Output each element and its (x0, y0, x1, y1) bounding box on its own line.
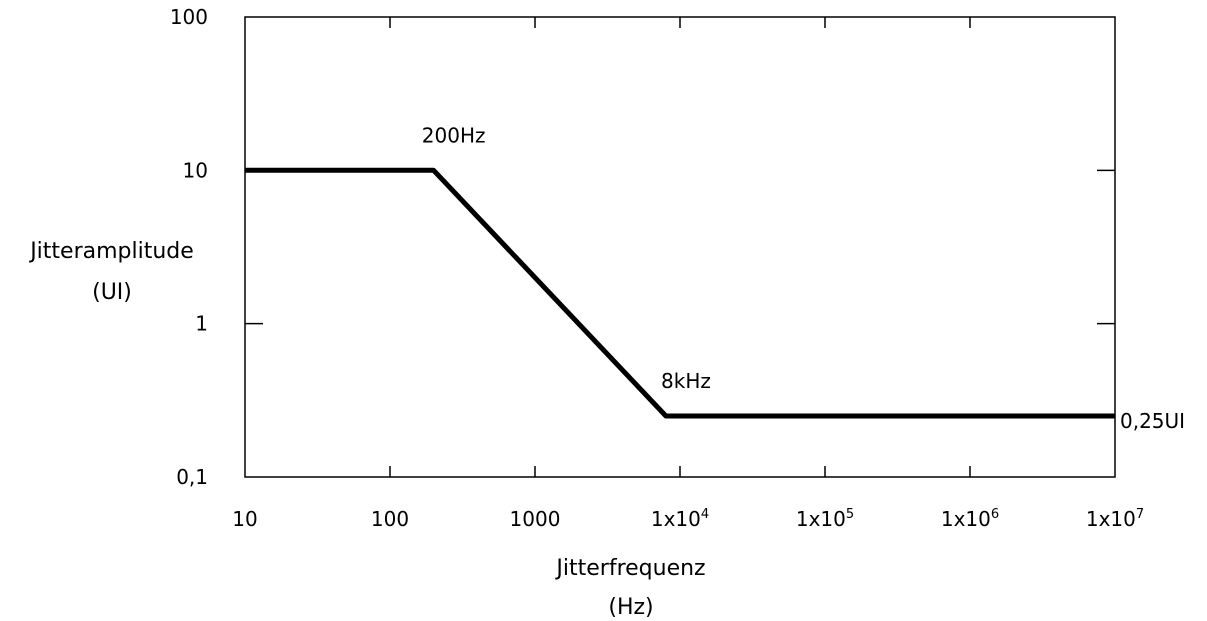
x-axis-title-line1: Jitterfrequenz (554, 556, 705, 581)
series-line (245, 167, 1115, 419)
x-tick-label: 1x104 (651, 507, 709, 531)
series-group (245, 167, 1115, 419)
x-tick-label: 1x107 (1086, 507, 1144, 531)
x-tick-label: 1x105 (796, 507, 854, 531)
x-axis-title-line2: (Hz) (608, 595, 653, 620)
x-tick-label: 1x106 (941, 507, 999, 531)
annotation-label: 8kHz (661, 369, 711, 393)
annotation-label: 200Hz (422, 123, 486, 147)
y-tick-label: 100 (170, 5, 208, 29)
y-axis-title-line2: (UI) (92, 280, 132, 305)
x-tick-label: 1000 (510, 507, 561, 531)
x-axis-ticks: 10 100 1000 1x104 1x105 1x106 1x107 (232, 17, 1144, 531)
y-tick-label: 1 (195, 312, 208, 336)
x-tick-label: 100 (371, 507, 409, 531)
y-tick-label: 0,1 (176, 465, 208, 489)
annotation-label: 0,25UI (1120, 409, 1185, 433)
y-tick-label: 10 (183, 158, 208, 182)
plot-frame (244, 16, 1116, 478)
x-tick-label: 10 (232, 507, 257, 531)
annotations-group: 200Hz 8kHz 0,25UI (422, 123, 1185, 433)
y-axis-ticks: 100 10 1 0,1 (170, 5, 1115, 489)
y-axis-title-line1: Jitteramplitude (28, 239, 194, 264)
